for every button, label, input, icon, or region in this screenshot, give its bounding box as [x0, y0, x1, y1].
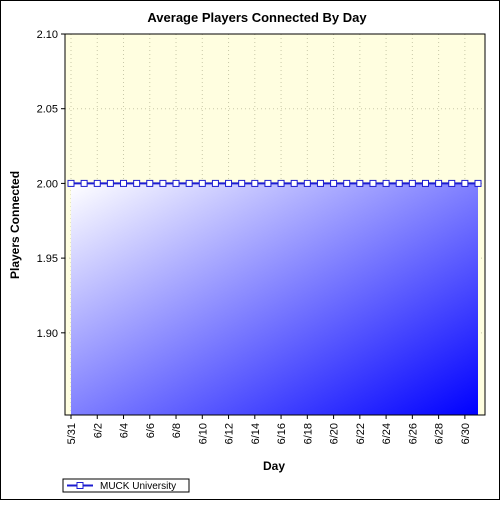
plot-border [64, 33, 486, 416]
x-axis-label: Day [263, 459, 285, 473]
series-point [159, 179, 167, 187]
series-point [343, 179, 351, 187]
x-tick-label: 6/10 [197, 423, 209, 444]
series-point [316, 179, 324, 187]
y-tick-label: 1.90 [37, 328, 58, 340]
series-point [435, 179, 443, 187]
series-point [251, 179, 259, 187]
x-tick-label: 6/2 [92, 423, 104, 438]
series-point [290, 179, 298, 187]
series-point [172, 179, 180, 187]
series-point [198, 179, 206, 187]
series-point [146, 179, 154, 187]
series-point [474, 179, 482, 187]
series-point [277, 179, 285, 187]
series-point [80, 179, 88, 187]
series-point [461, 179, 469, 187]
y-axis-label: Players Connected [8, 171, 22, 279]
series-point [238, 179, 246, 187]
series-point [211, 179, 219, 187]
series-point [303, 179, 311, 187]
x-tick-label: 6/26 [407, 423, 419, 444]
series-point [67, 179, 75, 187]
x-axis-ticks: 5/31 6/2 6/4 6/6 6/8 6/10 6/12 6/14 6/16 6/18 6/20… [66, 415, 472, 444]
legend: MUCK University [62, 478, 190, 493]
series-point [330, 179, 338, 187]
series-point [369, 179, 377, 187]
x-tick-label: 6/18 [302, 423, 314, 444]
x-tick-label: 6/30 [460, 423, 472, 444]
y-axis-ticks: 1.90 1.95 2.00 2.05 2.10 [37, 29, 65, 340]
legend-swatch-marker [76, 482, 84, 489]
x-tick-label: 6/20 [329, 423, 341, 444]
x-tick-label: 6/14 [250, 423, 262, 444]
x-tick-label: 5/31 [66, 423, 78, 444]
series-point [264, 179, 272, 187]
series-point [120, 179, 128, 187]
series-point [395, 179, 403, 187]
x-tick-label: 6/4 [119, 423, 131, 438]
chart-title: Average Players Connected By Day [147, 10, 367, 25]
y-tick-label: 2.00 [37, 178, 58, 190]
x-tick-label: 6/8 [171, 423, 183, 438]
x-tick-label: 6/22 [355, 423, 367, 444]
series-point [133, 179, 141, 187]
x-tick-label: 6/24 [381, 423, 393, 444]
series-point [106, 179, 114, 187]
series-area-fill [71, 183, 478, 415]
series-point [448, 179, 456, 187]
series-point [356, 179, 364, 187]
series-markers [67, 179, 482, 187]
series-point [185, 179, 193, 187]
series-point [382, 179, 390, 187]
y-tick-label: 1.95 [37, 253, 58, 265]
series-point [93, 179, 101, 187]
series-point [421, 179, 429, 187]
x-tick-label: 6/12 [224, 423, 236, 444]
x-tick-label: 6/28 [434, 423, 446, 444]
legend-entry-label: MUCK University [100, 481, 176, 492]
x-tick-label: 6/6 [145, 423, 157, 438]
legend-box [62, 478, 190, 493]
series-point [408, 179, 416, 187]
x-tick-label: 6/16 [276, 423, 288, 444]
y-tick-label: 2.10 [37, 29, 58, 41]
series-point [225, 179, 233, 187]
y-tick-label: 2.05 [37, 104, 58, 116]
